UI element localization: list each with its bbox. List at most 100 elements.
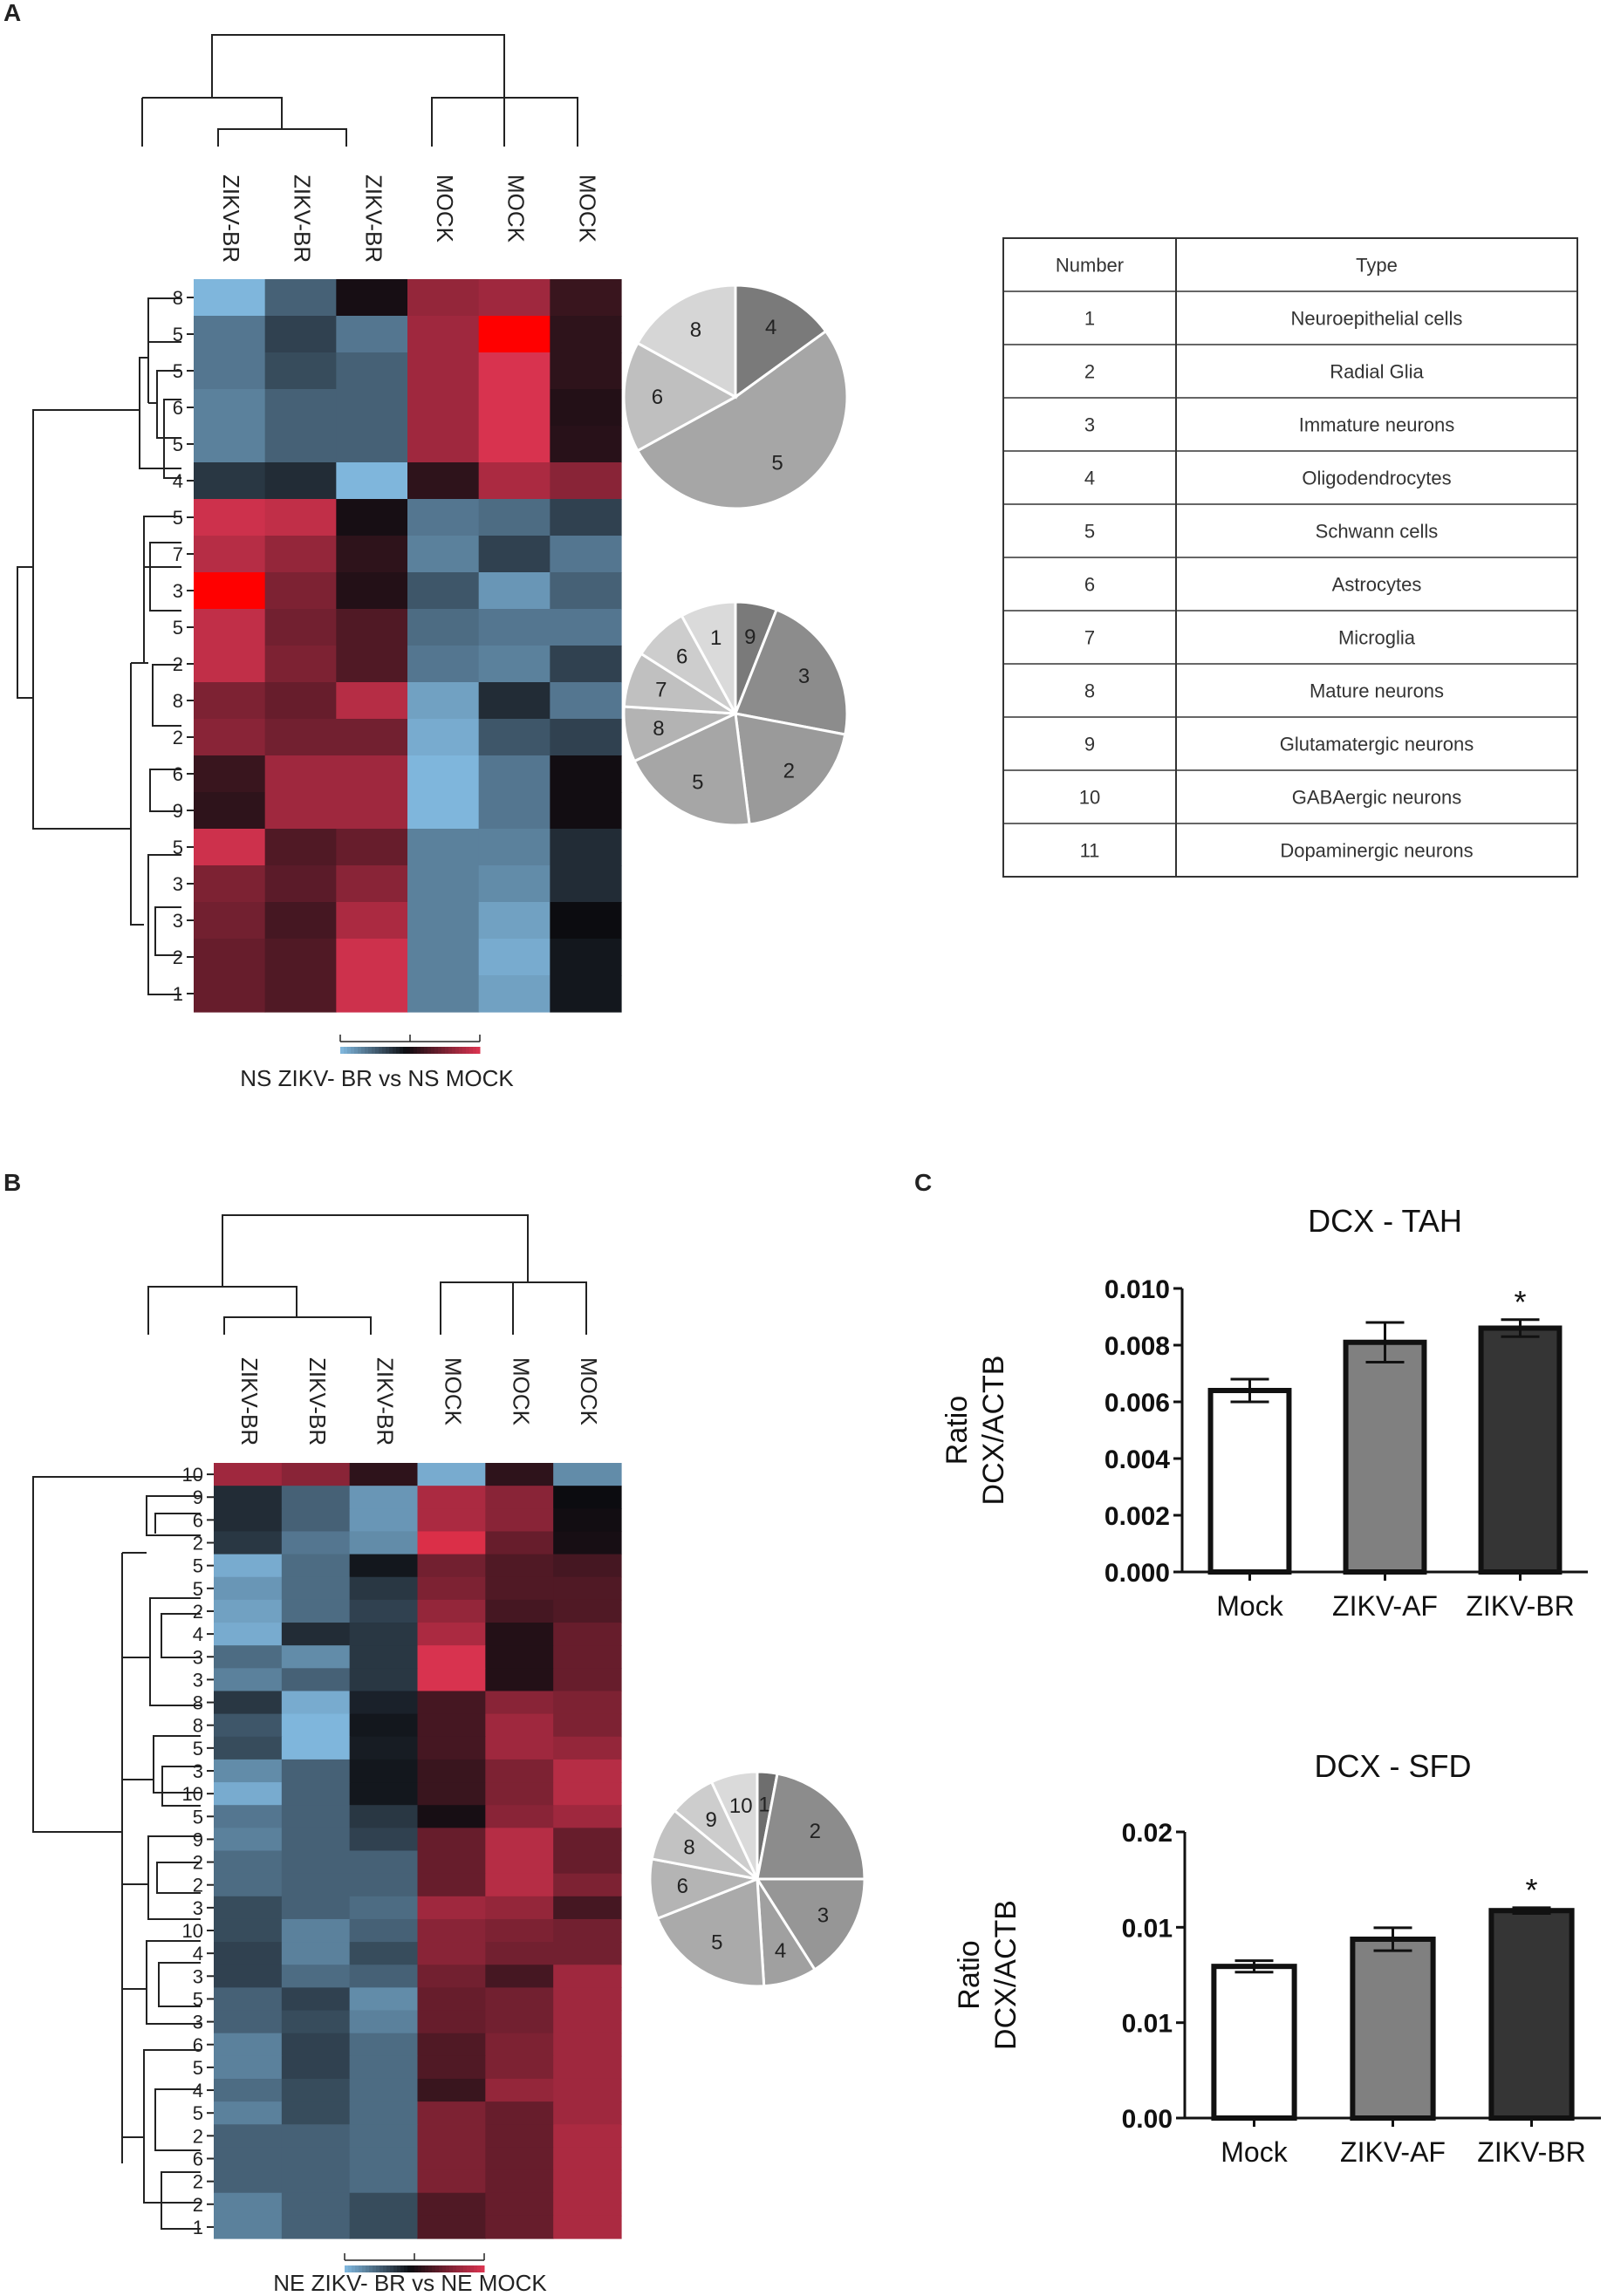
row-label: 4 xyxy=(193,2080,203,2101)
row-label: 5 xyxy=(193,2102,203,2124)
heatmap-cell xyxy=(349,1987,419,2012)
heatmap-cell xyxy=(264,719,337,756)
heatmap-cell xyxy=(407,902,480,940)
row-label: 2 xyxy=(193,1875,203,1896)
legend-swatch xyxy=(466,1047,470,1054)
row-label: 10 xyxy=(182,1920,203,1942)
heatmap-cell xyxy=(264,426,337,463)
heatmap-cell xyxy=(214,1554,283,1578)
heatmap-cell xyxy=(478,499,551,536)
heatmap-cell xyxy=(281,1918,351,1943)
row-label: 3 xyxy=(173,580,183,602)
row-label: 2 xyxy=(193,1601,203,1623)
legend-swatch xyxy=(393,2265,398,2272)
legend-swatch xyxy=(354,1047,359,1054)
heatmap-cell xyxy=(485,1918,554,1943)
heatmap-cell xyxy=(417,1918,486,1943)
pie-chart-b: 1 2 3 4 5 6 89 10 xyxy=(648,1770,866,1988)
heatmap-cell xyxy=(194,536,266,573)
heatmap-cell xyxy=(485,2101,554,2125)
heatmap-cell xyxy=(478,352,551,390)
pie-slice-label: 1 xyxy=(710,626,722,650)
row-label: 1 xyxy=(193,2217,203,2238)
pie-slice-label: 6 xyxy=(676,646,687,669)
heatmap-cell xyxy=(336,316,408,353)
heatmap-cell xyxy=(407,682,480,720)
heatmap-cell xyxy=(407,792,480,830)
heatmap-cell xyxy=(553,2101,622,2125)
legend-swatch xyxy=(446,2265,450,2272)
heatmap-cell xyxy=(553,1645,622,1669)
heatmap-cell xyxy=(417,1828,486,1852)
legend-swatch xyxy=(407,2265,412,2272)
legend-swatch xyxy=(455,1047,460,1054)
heatmap-cell xyxy=(349,1713,419,1738)
heatmap-cell xyxy=(336,975,408,1013)
row-label: 4 xyxy=(193,1623,203,1645)
legend-swatch xyxy=(459,1047,463,1054)
legend-swatch xyxy=(421,1047,425,1054)
bar xyxy=(1207,1388,1292,1575)
heatmap-cell xyxy=(485,2147,554,2171)
heatmap-cell xyxy=(553,1873,622,1897)
heatmap-cell xyxy=(281,1486,351,1509)
heatmap-cell xyxy=(349,1918,419,1943)
heatmap-cell xyxy=(553,1508,622,1533)
heatmap-cell xyxy=(194,975,266,1013)
y-tick-label: 0.01 xyxy=(1122,2010,1173,2039)
table-cell-number: 1 xyxy=(1084,308,1095,330)
y-tick-label: 0.008 xyxy=(1104,1332,1170,1361)
legend-swatch xyxy=(340,1047,345,1054)
heatmap-cell xyxy=(214,1713,283,1738)
heatmap-cell xyxy=(336,499,408,536)
row-label: 3 xyxy=(193,2012,203,2033)
legend-swatch xyxy=(352,2265,356,2272)
heatmap-cell xyxy=(417,2170,486,2194)
legend-swatch xyxy=(462,1047,467,1054)
heatmap-cell xyxy=(553,1987,622,2012)
heatmap-cell xyxy=(281,1896,351,1920)
heatmap-cell xyxy=(264,279,337,317)
legend-swatch xyxy=(369,2265,373,2272)
heatmap-cell xyxy=(550,536,622,573)
heatmap-cell xyxy=(281,1554,351,1578)
heatmap-cell xyxy=(550,865,622,903)
heatmap-cell xyxy=(550,902,622,940)
heatmap-cell xyxy=(349,1554,419,1578)
heatmap-cell xyxy=(264,316,337,353)
heatmap-cell xyxy=(550,499,622,536)
legend-swatch xyxy=(373,2265,377,2272)
heatmap-cell xyxy=(349,1486,419,1509)
heatmap-cell xyxy=(349,1508,419,1533)
table-cell-number: 8 xyxy=(1084,680,1095,702)
pie-slice-label: 6 xyxy=(677,1875,688,1898)
heatmap-cell xyxy=(264,792,337,830)
bar xyxy=(1350,1937,1436,2121)
legend-swatch xyxy=(441,1047,446,1054)
heatmap-cell xyxy=(214,2010,283,2034)
legend-swatch xyxy=(428,2265,433,2272)
heatmap-cell xyxy=(550,352,622,390)
table-cell-number: 7 xyxy=(1084,627,1095,649)
heatmap-cell xyxy=(214,2101,283,2125)
heatmap-cell xyxy=(478,682,551,720)
heatmap-cell xyxy=(485,1668,554,1692)
heatmap-cell xyxy=(550,719,622,756)
heatmap-cell xyxy=(485,1554,554,1578)
legend-swatch xyxy=(397,2265,401,2272)
heatmap-cell xyxy=(407,609,480,646)
heatmap-cell xyxy=(349,1965,419,1988)
legend-swatch xyxy=(390,2265,394,2272)
row-label: 3 xyxy=(173,873,183,895)
heatmap-cell xyxy=(194,279,266,317)
heatmap-cell xyxy=(550,755,622,793)
row-label: 5 xyxy=(173,434,183,455)
table-cell-number: 4 xyxy=(1084,468,1095,489)
row-label: 5 xyxy=(193,1578,203,1600)
panel-letter-c: C xyxy=(914,1169,932,1196)
heatmap-cell xyxy=(485,1645,554,1669)
heatmap-cell xyxy=(336,719,408,756)
heatmap-cell xyxy=(214,2192,283,2217)
heatmap-cell xyxy=(478,939,551,976)
